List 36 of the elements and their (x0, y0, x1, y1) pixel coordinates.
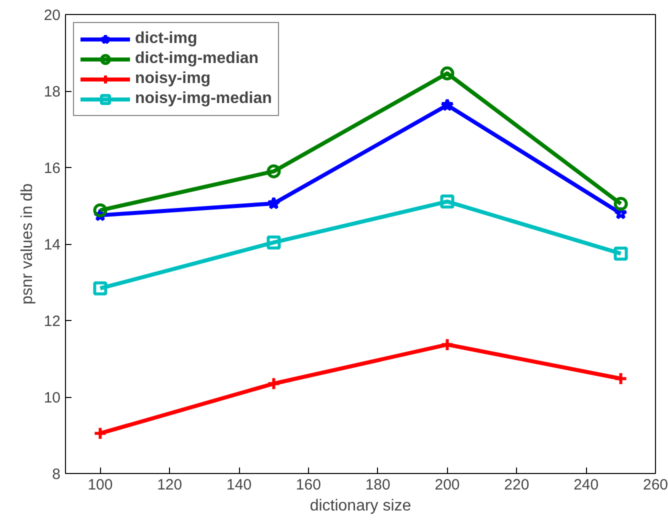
point (266, 376, 281, 391)
point (266, 164, 281, 178)
point (440, 66, 454, 80)
x-tick-label: 140 (226, 476, 252, 494)
legend-label: noisy-img (135, 70, 211, 88)
point (614, 246, 628, 261)
x-tick-label: 120 (157, 476, 182, 494)
x-axis-title: dictionary size (310, 498, 412, 514)
y-tick-label: 8 (52, 466, 60, 483)
point (93, 281, 108, 296)
x-tick-label: 240 (574, 476, 599, 494)
point (266, 235, 281, 250)
x-tick-label: 180 (365, 476, 390, 494)
y-tick-label: 16 (44, 160, 61, 177)
x-tick-label: 160 (296, 476, 321, 494)
point (440, 194, 454, 209)
x-tick-label: 220 (504, 476, 530, 494)
x-tick-label: 260 (642, 476, 668, 494)
y-tick-label: 12 (44, 313, 61, 330)
legend-label: dict-img (135, 30, 198, 48)
point (267, 196, 280, 210)
y-axis-title: psnr values in db (18, 183, 36, 304)
legend-label: dict-img-median (135, 50, 259, 68)
point (93, 203, 108, 218)
point (440, 338, 454, 352)
point (93, 426, 108, 440)
x-tick-label: 100 (88, 476, 113, 494)
point (614, 372, 628, 386)
point (440, 98, 454, 112)
point (614, 196, 628, 211)
y-tick-label: 14 (44, 236, 61, 254)
y-tick-label: 18 (44, 84, 61, 100)
x-tick-label: 200 (434, 476, 460, 494)
legend-label: noisy-img-median (135, 90, 272, 108)
y-tick-label: 10 (44, 390, 61, 406)
y-tick-label: 20 (44, 7, 61, 24)
